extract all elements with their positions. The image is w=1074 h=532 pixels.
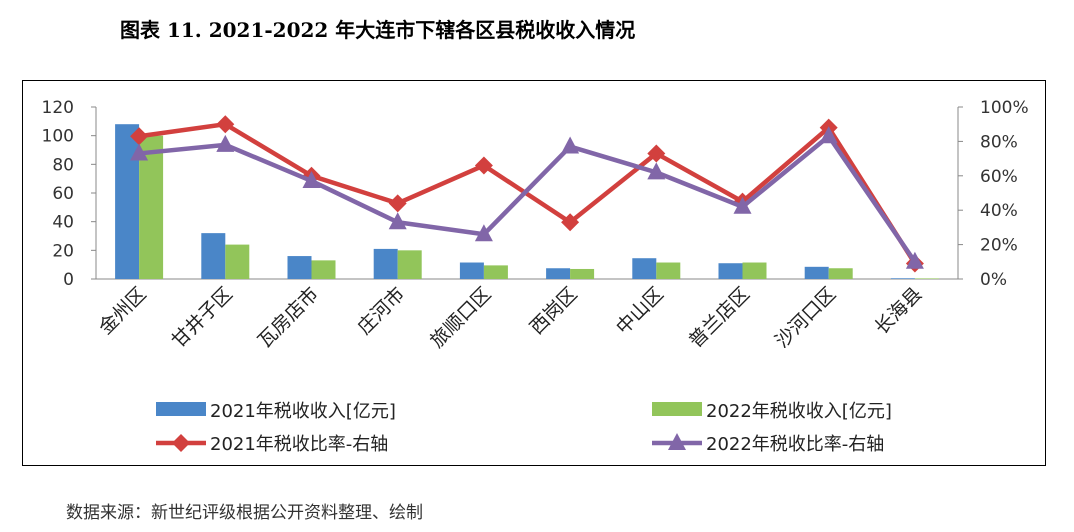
- marker-diamond-2021: [474, 156, 493, 175]
- left-tick-label: 60: [52, 184, 74, 204]
- category-label: 沙河口区: [771, 283, 840, 352]
- category-label: 瓦房店市: [254, 283, 323, 352]
- bar-2021: [373, 248, 398, 279]
- marker-diamond-2021: [647, 144, 666, 163]
- left-tick-label: 40: [52, 213, 74, 233]
- legend-group: 2021年税收收入[亿元] 2022年税收收入[亿元] 2021年税收比率-右轴 20…: [156, 401, 892, 455]
- bar-2021: [287, 256, 312, 279]
- right-tick-label: 80%: [980, 132, 1018, 152]
- bar-2022: [656, 262, 681, 279]
- source-note: 数据来源：新世纪评级根据公开资料整理、绘制: [66, 503, 423, 523]
- marker-triangle-2022: [733, 196, 752, 214]
- marker-diamond-2021: [216, 115, 235, 134]
- legend-swatch-bar: [156, 402, 206, 416]
- category-label: 中山区: [612, 283, 668, 339]
- marker-diamond-2021: [561, 213, 580, 232]
- marker-triangle-2022: [561, 136, 580, 154]
- category-label: 金州区: [95, 283, 151, 339]
- chart-frame: [22, 80, 1046, 466]
- legend-marker-diamond: [172, 434, 190, 452]
- category-label: 旅顺口区: [426, 283, 495, 352]
- bar-2022: [397, 250, 422, 279]
- marker-diamond-2021: [388, 194, 407, 213]
- bar-2022: [225, 244, 250, 279]
- bar-2022: [914, 278, 939, 279]
- axes-group: 0 20 40 60 80 100 120 0% 20% 40% 60% 80% 100%: [42, 98, 1029, 290]
- marker-triangle-2022: [474, 224, 493, 242]
- marker-diamond-2021: [130, 127, 149, 146]
- line-2021: [138, 121, 917, 265]
- bar-2022: [742, 262, 767, 279]
- left-tick-label: 100: [42, 127, 74, 147]
- left-tick-label: 120: [42, 98, 74, 118]
- bar-2021: [890, 278, 915, 279]
- left-tick-label: 0: [63, 270, 74, 290]
- right-tick-label: 0%: [980, 270, 1007, 290]
- category-label: 甘井子区: [168, 283, 237, 352]
- right-tick-label: 100%: [980, 98, 1029, 118]
- bars-group: [115, 124, 939, 279]
- bar-2022: [311, 260, 336, 279]
- marker-triangle-2022: [647, 162, 666, 180]
- bar-2021: [546, 268, 571, 279]
- category-label: 庄河市: [353, 283, 409, 339]
- labels-group: 金州区 甘井子区 瓦房店市 庄河市 旅顺口区 西岗区 中山区 普兰店区 沙河口区 长海县: [95, 283, 927, 352]
- legend-label: 2022年税收比率-右轴: [706, 434, 884, 455]
- bar-2021: [115, 124, 140, 279]
- right-tick-label: 20%: [980, 236, 1018, 256]
- category-label: 普兰店区: [685, 283, 754, 352]
- left-tick-label: 80: [52, 155, 74, 175]
- marker-triangle-2022: [302, 170, 321, 188]
- legend-marker-triangle: [668, 433, 686, 450]
- bar-2022: [828, 268, 853, 279]
- chart-title: 图表 11. 2021-2022 年大连市下辖各区县税收收入情况: [120, 18, 636, 42]
- legend-label: 2021年税收收入[亿元]: [210, 401, 396, 422]
- marker-triangle-2022: [216, 134, 235, 152]
- bar-2022: [570, 268, 595, 279]
- category-label: 长海县: [871, 283, 927, 339]
- right-tick-label: 60%: [980, 167, 1018, 187]
- lines-group: [130, 115, 924, 273]
- bar-2021: [201, 233, 226, 279]
- marker-triangle-2022: [905, 251, 924, 269]
- marker-triangle-2022: [819, 126, 838, 144]
- left-tick-label: 20: [52, 241, 74, 261]
- bar-2021: [804, 266, 829, 279]
- legend-label: 2021年税收比率-右轴: [210, 434, 388, 455]
- line-2022: [138, 133, 917, 264]
- bar-2021: [718, 263, 743, 279]
- marker-triangle-2022: [388, 212, 407, 230]
- category-label: 西岗区: [526, 283, 582, 339]
- legend-swatch-bar: [652, 402, 702, 416]
- bar-2021: [459, 262, 484, 279]
- bar-2021: [632, 258, 657, 279]
- marker-triangle-2022: [130, 143, 149, 161]
- legend-label: 2022年税收收入[亿元]: [706, 401, 892, 422]
- right-tick-label: 40%: [980, 201, 1018, 221]
- bar-2022: [483, 265, 508, 279]
